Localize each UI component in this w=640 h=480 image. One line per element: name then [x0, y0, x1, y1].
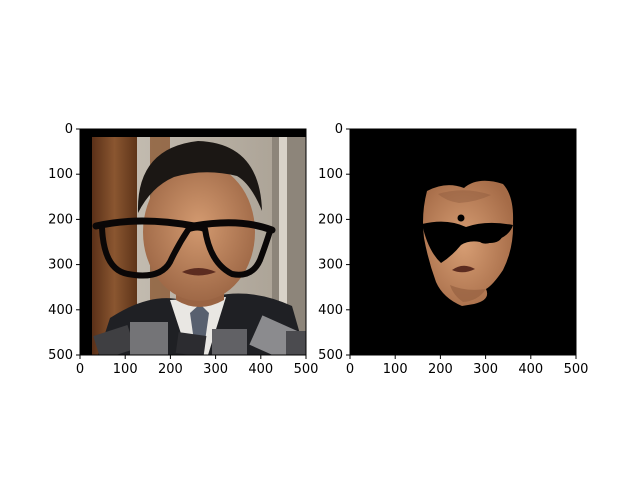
segmented-chin-shadow	[450, 285, 486, 302]
glasses-overlay	[92, 217, 276, 279]
left-y-tick-label-5: 500	[48, 348, 73, 363]
left-x-tick-label-2: 200	[158, 362, 183, 377]
photo-mouth	[182, 268, 216, 276]
microphone-4	[212, 329, 247, 355]
segmented-eye-hole	[478, 229, 502, 243]
glasses-right-lens	[202, 226, 273, 278]
right-x-tick-label-2: 200	[428, 362, 453, 377]
right-axis-frame	[349, 128, 577, 356]
segmented-dot-hole	[457, 214, 465, 222]
segmented-mouth	[452, 265, 475, 273]
right-x-tick-label-0: 0	[346, 362, 354, 377]
microphones	[93, 315, 306, 355]
left-x-tick-label-5: 500	[294, 362, 319, 377]
left-y-tick-label-0: 0	[65, 122, 73, 137]
right-image	[350, 129, 576, 355]
left-x-tick-label-0: 0	[76, 362, 84, 377]
right-y-tick-label-5: 500	[318, 348, 343, 363]
microphone-2	[130, 322, 168, 355]
left-x-tick-label-4: 400	[248, 362, 273, 377]
glasses-bridge	[185, 225, 208, 233]
right-y-tick-label-0: 0	[335, 122, 343, 137]
right-x-tick-label-5: 500	[564, 362, 589, 377]
photo-face	[143, 163, 255, 301]
left-y-tick-label-1: 100	[48, 167, 73, 182]
right-x-tick-label-4: 400	[518, 362, 543, 377]
left-x-tick-label-1: 100	[113, 362, 138, 377]
right-y-tick-label-4: 400	[318, 303, 343, 318]
photo-right-stripe	[279, 137, 287, 355]
left-x-tick-label-3: 300	[203, 362, 228, 377]
left-axis-frame	[79, 128, 307, 356]
right-y-tick-label-2: 200	[318, 212, 343, 227]
segmented-forehead-shadow	[438, 190, 491, 203]
microphone-1	[93, 325, 136, 355]
microphone-3	[175, 332, 207, 355]
left-image	[80, 129, 306, 355]
right-x-tick-label-3: 300	[473, 362, 498, 377]
microphone-6	[286, 331, 306, 355]
photo-hair	[137, 141, 262, 213]
glasses-left-lens	[99, 225, 191, 279]
right-y-tick-label-1: 100	[318, 167, 343, 182]
left-y-tick-label-2: 200	[48, 212, 73, 227]
right-x-tick-label-1: 100	[383, 362, 408, 377]
segmented-face-region	[423, 180, 514, 306]
right-y-tick-label-3: 300	[318, 258, 343, 273]
left-y-tick-label-4: 400	[48, 303, 73, 318]
left-y-tick-label-3: 300	[48, 258, 73, 273]
